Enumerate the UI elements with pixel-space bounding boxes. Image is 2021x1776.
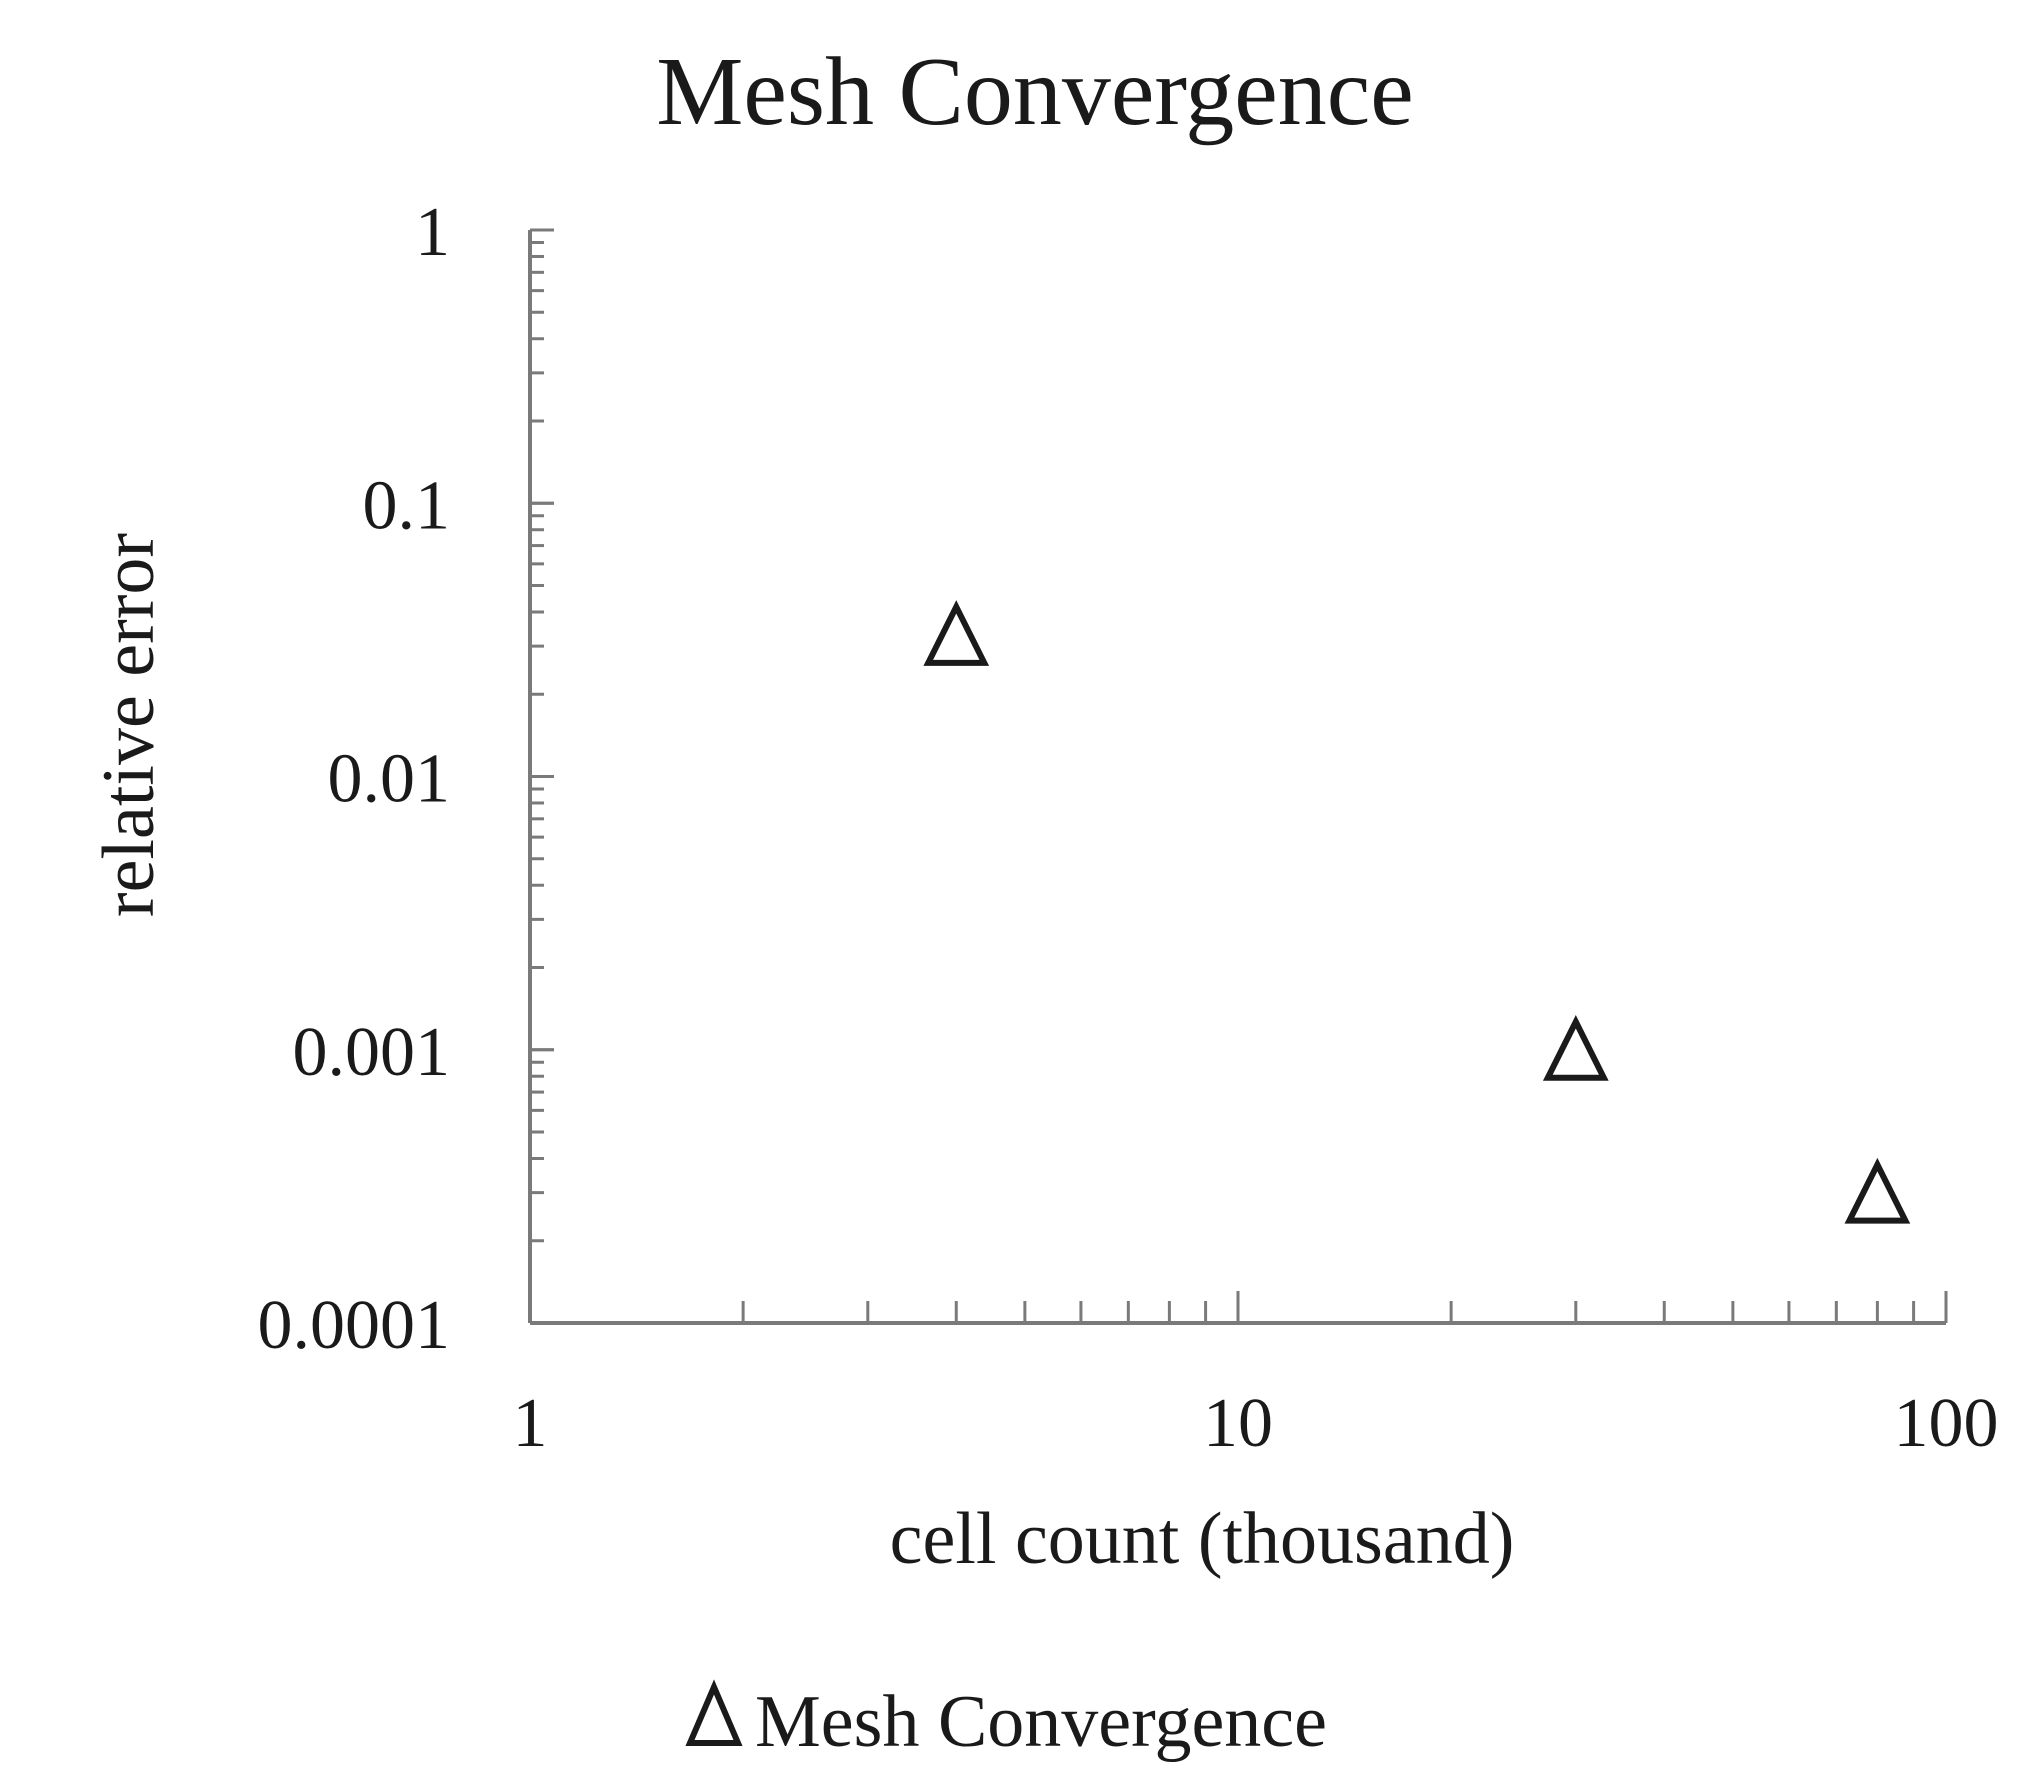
y-tick-label: 1 [415, 194, 450, 271]
y-axis-label: relative error [88, 533, 170, 917]
y-tick-label: 0.0001 [258, 1287, 451, 1364]
data-point-triangle [923, 600, 990, 666]
chart-title: Mesh Convergence [656, 38, 1414, 146]
y-tick-labels: 1 0.1 0.01 0.001 0.0001 [258, 194, 451, 1364]
data-point-triangle [1844, 1157, 1911, 1224]
legend: Mesh Convergence [685, 1679, 1327, 1763]
y-tick-label: 0.01 [328, 741, 451, 818]
axes [528, 230, 1946, 1325]
x-axis-label: cell count (thousand) [890, 1498, 1515, 1580]
y-minor-ticks [530, 228, 554, 1325]
x-tick-label: 10 [1203, 1385, 1273, 1462]
x-tick-label: 100 [1894, 1385, 1999, 1462]
y-tick-label: 0.1 [363, 467, 451, 544]
x-tick-label: 1 [513, 1385, 548, 1462]
data-point-triangle [1542, 1015, 1609, 1081]
data-markers [923, 600, 1911, 1224]
legend-marker-triangle-icon [685, 1679, 743, 1746]
x-minor-ticks [528, 1291, 1948, 1323]
x-tick-labels: 1 10 100 [513, 1385, 1999, 1462]
legend-entry-label: Mesh Convergence [755, 1681, 1327, 1763]
y-tick-label: 0.001 [293, 1014, 451, 1091]
